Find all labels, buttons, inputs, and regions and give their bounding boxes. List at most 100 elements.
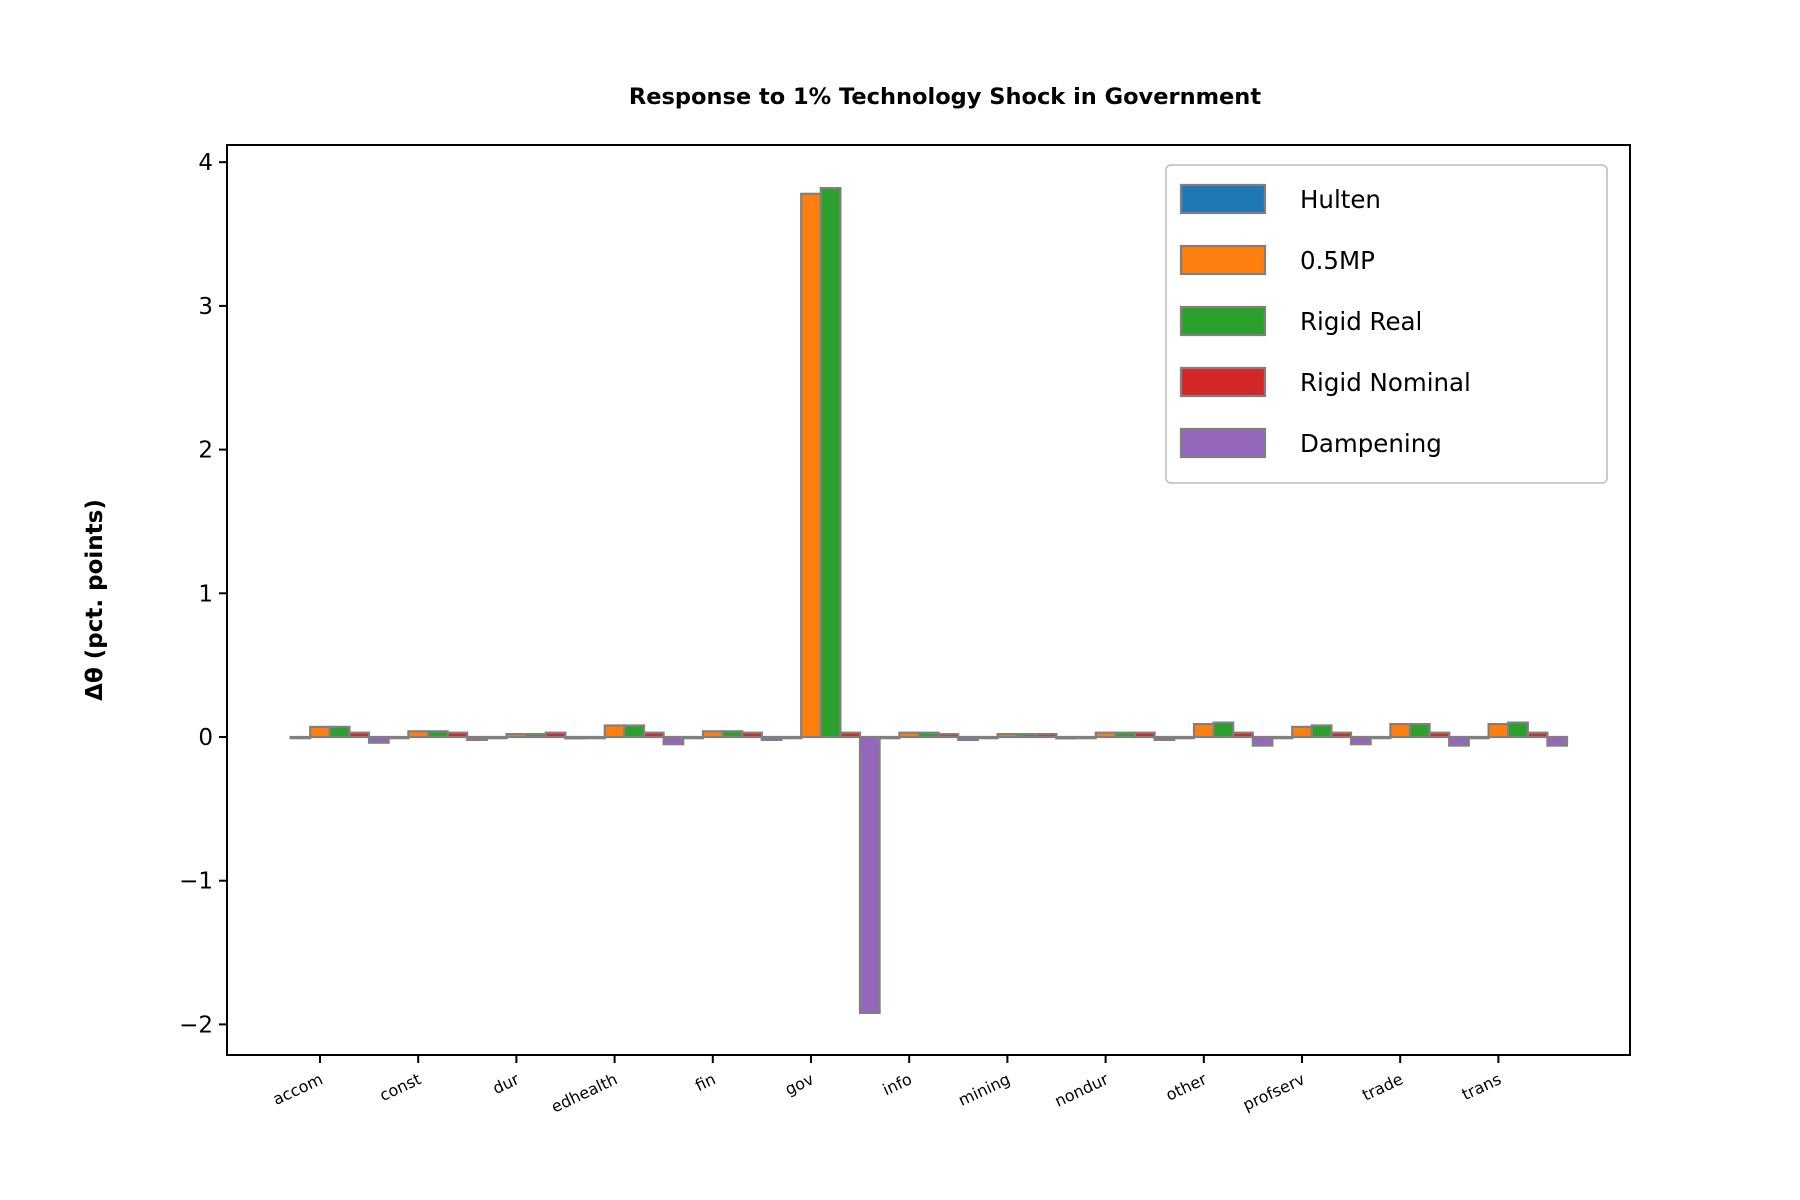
x-tick-label-mining: mining <box>955 1069 1013 1109</box>
y-tick-label: −2 <box>179 1012 213 1038</box>
bar-rigid-real-info <box>917 731 940 739</box>
bar-rigid-nominal-profserv <box>1330 731 1353 739</box>
bar-hulten-profserv <box>1271 735 1294 740</box>
bar-hulten-fin <box>682 735 705 740</box>
plot-frame <box>226 144 1631 1056</box>
bar-dampening-other <box>1251 735 1274 747</box>
bar-hulten-accom <box>289 735 312 740</box>
bar-rigid-nominal-nondur <box>1133 731 1156 739</box>
bar-dampening-trade <box>1448 735 1470 747</box>
bar-dampening-fin <box>760 735 783 742</box>
bar-dampening-const <box>466 735 488 742</box>
bar-dampening-info <box>957 735 979 742</box>
bar-rigid-real-trade <box>1408 722 1431 739</box>
bar-0-5mp-accom <box>309 725 331 739</box>
bar-hulten-const <box>387 735 410 740</box>
chart-title: Response to 1% Technology Shock in Gover… <box>629 84 1261 110</box>
bar-rigid-real-trans <box>1507 721 1529 739</box>
bar-rigid-real-fin <box>721 730 744 739</box>
x-tick-label-other: other <box>1163 1069 1210 1104</box>
bar-dampening-nondur <box>1153 735 1176 742</box>
x-tick-label-dur: dur <box>490 1069 523 1098</box>
bar-0-5mp-trade <box>1389 722 1412 739</box>
x-tick-label-info: info <box>880 1069 915 1099</box>
legend-label-0-5mp: 0.5MP <box>1300 246 1375 275</box>
bar-hulten-info <box>878 735 901 740</box>
bar-rigid-real-dur <box>525 732 547 739</box>
bar-rigid-real-other <box>1212 721 1235 739</box>
bar-rigid-real-accom <box>328 725 351 739</box>
bar-0-5mp-trans <box>1487 722 1510 739</box>
bar-rigid-nominal-trans <box>1526 731 1549 739</box>
bar-0-5mp-const <box>407 730 430 739</box>
bar-rigid-nominal-mining <box>1035 732 1058 739</box>
bar-0-5mp-info <box>898 731 921 739</box>
legend-swatch-rigid-real <box>1179 305 1267 337</box>
legend: Hulten 0.5MP Rigid Real Rigid Nominal Dampen… <box>1165 164 1608 484</box>
bar-rigid-nominal-trade <box>1428 731 1451 739</box>
y-axis-label: Δθ (pct. points) <box>82 499 108 701</box>
bar-hulten-trade <box>1369 735 1392 740</box>
bar-hulten-other <box>1173 735 1196 740</box>
bar-hulten-nondur <box>1075 735 1097 740</box>
x-tick-label-trade: trade <box>1359 1069 1406 1104</box>
bar-rigid-real-profserv <box>1310 724 1333 739</box>
legend-label-hulten: Hulten <box>1300 185 1381 214</box>
bar-rigid-nominal-info <box>937 732 960 739</box>
bar-dampening-edhealth <box>662 735 685 746</box>
bar-hulten-trans <box>1467 735 1490 740</box>
y-tick-label: 2 <box>198 438 213 464</box>
bar-rigid-nominal-dur <box>544 731 567 739</box>
bar-hulten-mining <box>976 735 999 740</box>
bar-0-5mp-mining <box>996 732 1019 739</box>
bar-rigid-nominal-const <box>446 731 469 739</box>
bar-rigid-real-mining <box>1016 732 1038 739</box>
bar-0-5mp-profserv <box>1291 725 1313 739</box>
x-tick-label-profserv: profserv <box>1240 1069 1308 1114</box>
bar-dampening-gov <box>858 735 881 1014</box>
x-tick-label-nondur: nondur <box>1052 1069 1112 1110</box>
bar-rigid-nominal-accom <box>348 731 371 739</box>
y-tick-label: −1 <box>179 869 213 895</box>
legend-swatch-hulten <box>1179 183 1267 215</box>
bar-rigid-nominal-gov <box>839 731 862 739</box>
bar-rigid-nominal-edhealth <box>642 731 665 739</box>
x-axis: accom const dur edhealth fin gov info mining non… <box>270 1055 1504 1116</box>
legend-box <box>1165 164 1608 484</box>
x-tick-label-fin: fin <box>692 1069 718 1095</box>
y-tick-label: 1 <box>198 581 213 607</box>
legend-label-rigid-real: Rigid Real <box>1300 307 1422 336</box>
bar-rigid-nominal-fin <box>741 731 763 739</box>
bar-rigid-real-edhealth <box>623 724 646 739</box>
y-axis: −2 −1 0 1 2 3 4 <box>179 150 227 1038</box>
bar-dampening-profserv <box>1349 735 1372 746</box>
bar-0-5mp-other <box>1192 722 1215 739</box>
legend-label-rigid-nominal: Rigid Nominal <box>1300 368 1471 397</box>
legend-swatch-rigid-nominal <box>1179 366 1267 398</box>
bar-dampening-trans <box>1546 735 1569 747</box>
bars-layer <box>289 187 1569 1014</box>
bar-rigid-nominal-other <box>1232 731 1254 739</box>
legend-swatch-dampening <box>1179 427 1267 459</box>
legend-swatch-0-5mp <box>1179 244 1267 276</box>
x-tick-label-accom: accom <box>270 1069 326 1109</box>
bar-0-5mp-fin <box>701 730 724 739</box>
bar-rigid-real-gov <box>819 187 842 739</box>
legend-label-dampening: Dampening <box>1300 429 1442 458</box>
bar-hulten-gov <box>780 735 803 740</box>
y-tick-label: 0 <box>198 725 213 751</box>
bar-dampening-mining <box>1055 735 1078 740</box>
x-tick-label-trans: trans <box>1459 1069 1504 1104</box>
x-tick-label-gov: gov <box>782 1069 817 1099</box>
bar-dampening-accom <box>367 735 390 744</box>
x-tick-label-edhealth: edhealth <box>548 1069 620 1116</box>
bar-0-5mp-dur <box>505 732 528 739</box>
bar-dampening-dur <box>564 735 587 740</box>
bar-hulten-edhealth <box>584 735 606 740</box>
bar-rigid-real-const <box>426 730 449 739</box>
y-tick-label: 3 <box>198 294 213 320</box>
bar-0-5mp-edhealth <box>603 724 626 739</box>
bar-0-5mp-nondur <box>1094 731 1117 739</box>
x-tick-label-const: const <box>377 1069 424 1105</box>
